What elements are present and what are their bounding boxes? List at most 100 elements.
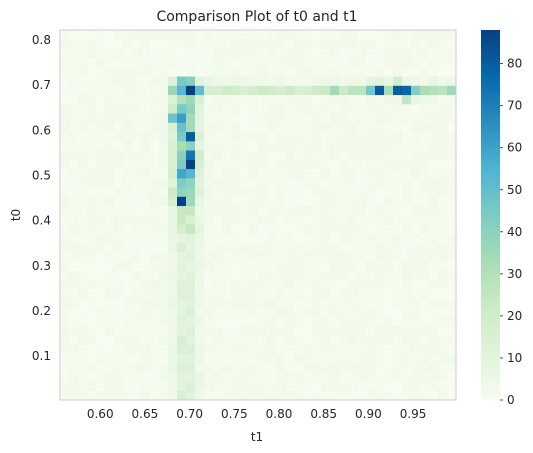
heatmap-cell [87,178,97,188]
heatmap-cell [186,344,196,355]
heatmap-cell [177,289,187,299]
heatmap-cell [69,187,79,197]
heatmap-cell [438,270,448,281]
heatmap-cell [285,279,295,290]
heatmap-cell [195,233,205,244]
heatmap-cell [78,196,88,207]
heatmap-cell [321,178,331,188]
heatmap-cell [330,67,340,77]
heatmap-cell [105,39,115,49]
heatmap-cell [402,48,412,59]
heatmap-cell [348,48,358,59]
heatmap-cell [429,233,439,244]
heatmap-cell [375,76,385,86]
heatmap-cell [186,316,196,327]
heatmap-cell [384,335,394,345]
heatmap-cell [78,307,88,318]
heatmap-cell [150,85,160,96]
heatmap-cell [96,150,106,160]
heatmap-cell [159,67,169,77]
heatmap-cell [438,344,448,355]
heatmap-cell [114,39,124,49]
heatmap-cell [78,94,88,105]
heatmap-cell [357,57,367,68]
heatmap-cell [402,113,412,123]
heatmap-cell [429,215,439,225]
heatmap-cell [123,279,133,290]
heatmap-cell [213,94,223,105]
heatmap-cell [438,39,448,49]
y-tick-label: 0.8 [32,33,51,47]
heatmap-cell [123,233,133,244]
heatmap-cell [267,316,277,327]
heatmap-cell [393,289,403,299]
heatmap-cell [231,279,241,290]
heatmap-cell [285,252,295,262]
heatmap-cell [312,372,322,382]
heatmap-cell [330,39,340,49]
heatmap-cell [276,279,286,290]
heatmap-cell [276,113,286,123]
heatmap-cell [393,168,403,179]
heatmap-cell [141,390,151,401]
heatmap-cell [429,381,439,392]
heatmap-cell [366,122,376,133]
heatmap-cell [429,224,439,234]
heatmap-cell [132,363,142,373]
heatmap-cell [87,67,97,77]
heatmap-cell [249,205,259,216]
heatmap-cell [447,159,457,170]
heatmap-cell [141,205,151,216]
heatmap-cell [204,94,214,105]
heatmap-cell [294,279,304,290]
heatmap-cell [213,316,223,327]
heatmap-cell [141,233,151,244]
heatmap-cell [357,141,367,151]
heatmap-cell [159,39,169,49]
heatmap-cell [258,178,268,188]
heatmap-cell [357,104,367,114]
heatmap-cell [375,372,385,382]
heatmap-cell [132,390,142,401]
heatmap-cell [276,270,286,281]
heatmap-cell [411,187,421,197]
heatmap-cell [69,289,79,299]
x-tick-label: 0.60 [87,407,114,421]
heatmap-cell [411,48,421,59]
heatmap-cell [69,150,79,160]
heatmap-cell [240,326,250,336]
heatmap-cell [60,94,70,105]
heatmap-cell [384,353,394,364]
heatmap-cell [348,57,358,68]
heatmap-cell [78,363,88,373]
heatmap-cell [141,215,151,225]
heatmap-cell [330,76,340,86]
heatmap-cell [87,150,97,160]
heatmap-cell [420,104,430,114]
heatmap-cell [150,344,160,355]
heatmap-cell [195,48,205,59]
heatmap-cell [258,326,268,336]
heatmap-cell [267,67,277,77]
heatmap-cell [447,178,457,188]
heatmap-cell [438,159,448,170]
heatmap-cell [402,353,412,364]
heatmap-cell [222,168,232,179]
heatmap-cell [78,215,88,225]
heatmap-cell [150,261,160,271]
heatmap-cell [366,289,376,299]
heatmap-cell [87,48,97,59]
heatmap-cell [204,131,214,142]
heatmap-cell [78,390,88,401]
heatmap-cell [141,196,151,207]
heatmap-cell [60,233,70,244]
heatmap-cell [330,30,340,40]
heatmap-cell [213,159,223,170]
heatmap-cell [366,307,376,318]
heatmap-cell [195,363,205,373]
heatmap-cell [87,57,97,68]
heatmap-cell [339,233,349,244]
heatmap-cell [357,335,367,345]
heatmap-cell [96,76,106,86]
heatmap-cell [267,298,277,308]
